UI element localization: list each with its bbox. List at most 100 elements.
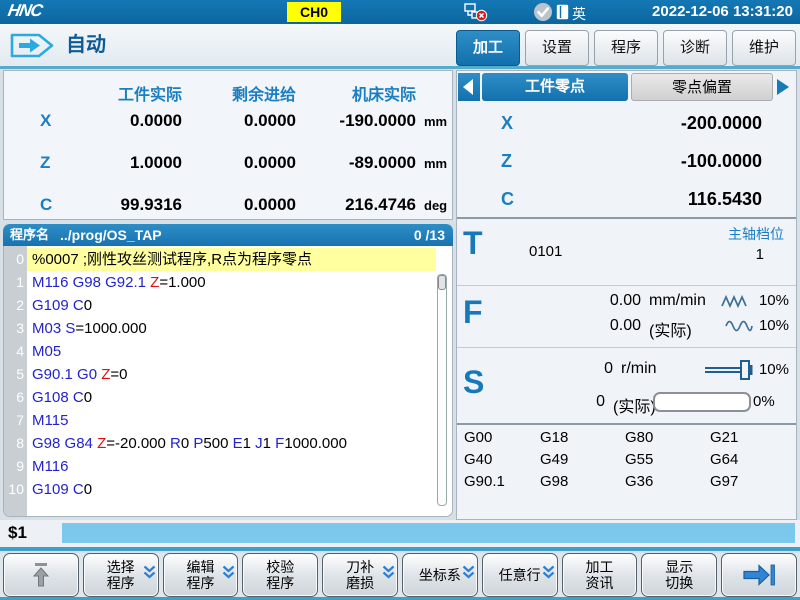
command-input[interactable]: [62, 523, 795, 543]
line-number: 8: [16, 435, 24, 451]
softkey-加工资讯[interactable]: 加工 资讯: [561, 553, 638, 597]
feed-override-icon: [725, 320, 753, 332]
channel-badge[interactable]: CH0: [287, 2, 341, 22]
tab-程序[interactable]: 程序: [594, 30, 658, 66]
datetime: 2022-12-06 13:31:20: [652, 3, 793, 20]
spindle-gear-label: 主轴档位: [728, 226, 784, 242]
machine-actual-value: -89.0000: [348, 153, 416, 172]
tab-设置[interactable]: 设置: [525, 30, 589, 66]
tab-work-zero[interactable]: 工件零点: [482, 73, 628, 101]
spindle-gear-value: 1: [755, 246, 764, 263]
program-line[interactable]: 6 G108 C0: [4, 386, 452, 409]
program-line[interactable]: 7 M115: [4, 409, 452, 432]
softkey-chevron-icon: [382, 565, 395, 585]
col-header-machine-actual: 机床实际: [351, 87, 416, 104]
program-line[interactable]: 9 M116: [4, 455, 452, 478]
tool-section: T 0101 主轴档位 1: [457, 219, 796, 285]
gcode-cell: G55: [625, 451, 654, 468]
offset-row-Z: Z -100.0000: [457, 143, 796, 181]
feed-actual-label: (实际): [649, 323, 692, 340]
gcode-cell: G00: [464, 429, 493, 446]
unit-label: mm: [424, 156, 448, 171]
remain-feed-value: 0.0000: [244, 195, 296, 214]
chevron-down-icon: [462, 565, 475, 579]
scrollbar-thumb[interactable]: [438, 275, 446, 290]
program-line[interactable]: 3 M03 S=1000.000: [4, 317, 452, 340]
program-line[interactable]: 10 G109 C0: [4, 478, 452, 501]
program-body: 0 %0007 ;刚性攻丝测试程序,R点为程序零点 1 M116 G98 G92.1 …: [3, 246, 453, 517]
softkey-next-page[interactable]: [721, 553, 797, 597]
offset-value: -100.0000: [680, 151, 762, 171]
offset-prev-arrow-button[interactable]: [458, 73, 480, 101]
machine-actual-value: 216.4746: [345, 195, 416, 214]
line-number: 10: [8, 481, 24, 497]
work-actual-value: 99.9316: [120, 195, 182, 214]
next-page-icon: [743, 564, 775, 586]
coord-row-Z: Z 1.0000 0.0000 -89.0000 mm: [4, 153, 452, 175]
gcode-cell: G18: [540, 429, 569, 446]
feed-section: F 0.00 mm/min 10% 0.00 (实际) 10%: [457, 285, 796, 347]
col-header-work-actual: 工件实际: [117, 87, 182, 104]
softkey-校验程序[interactable]: 校验 程序: [242, 553, 319, 597]
program-line[interactable]: 8 G98 G84 Z=-20.000 R0 P500 E1 J1 F1000.0…: [4, 432, 452, 455]
gcode-cell: G49: [540, 451, 569, 468]
axis-label: X: [40, 111, 52, 130]
feed-override-pct: 10%: [758, 317, 789, 334]
scroll-top-icon: [32, 563, 49, 587]
feed-unit: mm/min: [649, 292, 706, 309]
program-header: 程序名 ../prog/OS_TAP 0 /13: [3, 224, 453, 246]
line-code: M115: [32, 412, 69, 429]
spindle-unit: r/min: [621, 360, 657, 377]
softkey-任意行[interactable]: 任意行: [481, 553, 558, 597]
tab-维护[interactable]: 维护: [732, 30, 796, 66]
feed-programmed-value: 0.00: [609, 292, 641, 309]
line-number: 3: [16, 320, 24, 336]
line-number: 0: [16, 251, 24, 267]
offset-next-arrow-button[interactable]: [773, 73, 795, 101]
work-actual-value: 1.0000: [130, 153, 182, 172]
coord-row-C: C 99.9316 0.0000 216.4746 deg: [4, 195, 452, 217]
program-line[interactable]: 5 G90.1 G0 Z=0: [4, 363, 452, 386]
gcode-cell: G64: [710, 451, 739, 468]
tab-加工[interactable]: 加工: [456, 30, 520, 66]
softkey-编辑程序[interactable]: 编辑 程序: [162, 553, 239, 597]
chevron-down-icon: [223, 565, 235, 579]
gcode-row: G40 G49 G55 G64: [457, 449, 796, 471]
line-code: %0007 ;刚性攻丝测试程序,R点为程序零点: [32, 251, 313, 268]
softkey-显示切换[interactable]: 显示 切换: [641, 553, 718, 597]
spindle-actual-value: 0: [596, 393, 605, 410]
line-code: M05: [32, 343, 62, 360]
softkey-坐标系[interactable]: 坐标系: [401, 553, 478, 597]
line-number: 4: [16, 343, 24, 359]
divider: [457, 423, 796, 425]
program-line[interactable]: 1 M116 G98 G92.1 Z=1.000: [4, 271, 452, 294]
line-code: M116: [32, 458, 69, 475]
spindle-override-icon: [705, 360, 753, 380]
nav-bar: 自动 加工 设置 程序 诊断 维护: [0, 24, 800, 66]
softkey-chevron-icon: [222, 565, 235, 585]
tab-zero-offset[interactable]: 零点偏置: [631, 73, 773, 101]
spindle-override-pct: 10%: [758, 361, 789, 378]
tool-number: 0101: [529, 243, 563, 260]
spindle-programmed-value: 0: [604, 360, 613, 377]
program-line[interactable]: 0 %0007 ;刚性攻丝测试程序,R点为程序零点: [4, 248, 452, 271]
line-number: 5: [16, 366, 24, 382]
hnc-logo: HNC: [6, 1, 44, 20]
softkey-选择程序[interactable]: 选择 程序: [82, 553, 159, 597]
unit-label: deg: [424, 198, 448, 213]
program-line[interactable]: 4 M05: [4, 340, 452, 363]
spindle-actual-label: (实际): [613, 399, 656, 416]
softkey-scroll-top[interactable]: [3, 553, 79, 597]
language-indicator[interactable]: 英: [572, 6, 586, 22]
program-scrollbar[interactable]: [437, 274, 447, 506]
command-bar: $1: [0, 520, 800, 547]
divider: [457, 217, 796, 219]
program-path: ../prog/OS_TAP: [60, 227, 162, 243]
command-prompt: $1: [8, 523, 27, 542]
offset-row-C: C 116.5430: [457, 181, 796, 219]
softkey-label: 刀补 磨损: [346, 559, 375, 591]
softkey-刀补磨损[interactable]: 刀补 磨损: [322, 553, 398, 597]
line-code: G109 C0: [32, 481, 93, 498]
tab-诊断[interactable]: 诊断: [663, 30, 727, 66]
program-line[interactable]: 2 G109 C0: [4, 294, 452, 317]
